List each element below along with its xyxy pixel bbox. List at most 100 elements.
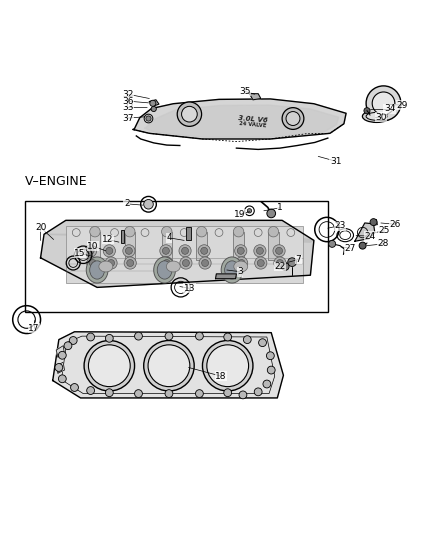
Circle shape — [165, 390, 173, 398]
Circle shape — [244, 336, 251, 344]
Text: 24: 24 — [365, 231, 376, 240]
Circle shape — [134, 390, 142, 398]
Circle shape — [64, 342, 72, 350]
Text: 30: 30 — [375, 112, 387, 122]
Circle shape — [233, 227, 244, 237]
Bar — [186, 228, 191, 240]
Circle shape — [224, 389, 232, 397]
Circle shape — [256, 247, 263, 254]
Circle shape — [182, 247, 188, 254]
Circle shape — [254, 245, 266, 257]
Circle shape — [224, 333, 232, 341]
Circle shape — [247, 208, 252, 213]
Text: 20: 20 — [35, 223, 46, 232]
Circle shape — [124, 227, 135, 237]
Circle shape — [177, 102, 201, 126]
Text: 15: 15 — [74, 249, 85, 258]
Text: 3: 3 — [237, 267, 243, 276]
Ellipse shape — [157, 261, 172, 279]
Text: 24 VALVE: 24 VALVE — [239, 121, 267, 128]
Circle shape — [179, 245, 191, 257]
Circle shape — [366, 86, 401, 120]
Bar — [121, 230, 124, 243]
Circle shape — [150, 100, 156, 107]
Circle shape — [207, 345, 249, 386]
Circle shape — [267, 366, 275, 374]
Circle shape — [286, 111, 300, 125]
Circle shape — [268, 227, 279, 237]
Polygon shape — [149, 100, 159, 106]
Circle shape — [288, 258, 297, 266]
Circle shape — [282, 108, 304, 130]
Circle shape — [258, 339, 266, 346]
Bar — [25, 201, 328, 312]
Ellipse shape — [90, 261, 105, 279]
Circle shape — [134, 332, 142, 340]
Circle shape — [201, 247, 208, 254]
Bar — [124, 232, 135, 260]
Circle shape — [161, 257, 173, 269]
Text: 19: 19 — [234, 210, 246, 219]
Polygon shape — [44, 235, 314, 242]
Circle shape — [89, 260, 96, 266]
Text: V–ENGINE: V–ENGINE — [25, 175, 88, 188]
Circle shape — [180, 257, 192, 269]
Text: 33: 33 — [122, 103, 133, 112]
Circle shape — [254, 257, 267, 269]
Text: 13: 13 — [184, 284, 195, 293]
Text: 29: 29 — [396, 101, 407, 110]
Ellipse shape — [362, 110, 391, 123]
Circle shape — [163, 260, 170, 266]
Polygon shape — [41, 220, 314, 287]
Circle shape — [146, 116, 151, 121]
Circle shape — [165, 332, 173, 340]
Circle shape — [69, 336, 77, 344]
Ellipse shape — [154, 257, 176, 283]
Text: 18: 18 — [215, 372, 227, 381]
Circle shape — [263, 380, 271, 388]
Circle shape — [364, 108, 370, 114]
Circle shape — [144, 199, 153, 209]
Bar — [233, 232, 244, 260]
Circle shape — [201, 260, 208, 266]
Polygon shape — [133, 99, 346, 139]
Polygon shape — [250, 94, 261, 100]
Bar — [90, 232, 100, 260]
Text: 23: 23 — [334, 221, 346, 230]
Circle shape — [87, 386, 95, 394]
Circle shape — [359, 242, 366, 249]
Circle shape — [276, 247, 283, 254]
Circle shape — [106, 247, 113, 254]
Circle shape — [370, 219, 377, 225]
Circle shape — [195, 390, 203, 398]
Text: 3.0L V6: 3.0L V6 — [238, 115, 268, 124]
Circle shape — [196, 227, 207, 237]
Text: 4: 4 — [166, 233, 172, 243]
Circle shape — [144, 341, 194, 391]
Circle shape — [87, 333, 95, 341]
Text: 10: 10 — [87, 241, 99, 251]
Ellipse shape — [166, 261, 180, 272]
Circle shape — [195, 332, 203, 340]
Circle shape — [281, 263, 289, 270]
Circle shape — [123, 245, 135, 257]
Polygon shape — [53, 332, 283, 398]
Circle shape — [162, 227, 172, 237]
Text: 35: 35 — [239, 87, 251, 96]
Circle shape — [160, 245, 172, 257]
Text: 25: 25 — [379, 227, 390, 235]
Bar — [66, 227, 303, 283]
Circle shape — [58, 351, 66, 359]
Circle shape — [88, 345, 130, 386]
Text: 31: 31 — [330, 157, 341, 166]
Circle shape — [148, 345, 190, 386]
Circle shape — [55, 364, 63, 372]
Circle shape — [125, 247, 132, 254]
Circle shape — [254, 388, 262, 396]
Text: 7: 7 — [295, 255, 301, 264]
Circle shape — [87, 247, 94, 254]
Circle shape — [274, 257, 286, 269]
Text: 1: 1 — [277, 203, 283, 212]
Circle shape — [239, 391, 247, 399]
Circle shape — [71, 384, 78, 391]
